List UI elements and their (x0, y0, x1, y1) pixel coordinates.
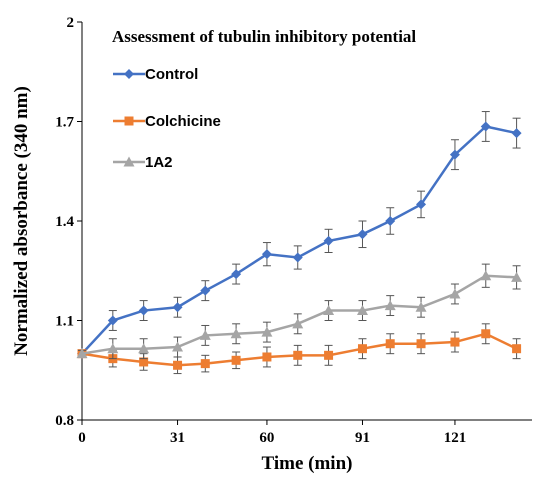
data-point-colchicine (512, 344, 522, 354)
legend-item-colchicine: Colchicine (113, 113, 221, 130)
x-axis-title: Time (min) (262, 453, 353, 474)
data-point-colchicine (139, 357, 149, 367)
legend-label: Colchicine (145, 113, 221, 130)
data-point-control (138, 305, 149, 316)
data-point-colchicine (231, 355, 241, 365)
data-point-control (449, 149, 460, 160)
data-point-control (261, 249, 272, 260)
data-point-1a2 (76, 348, 88, 359)
data-point-1a2 (415, 301, 427, 312)
data-point-colchicine (200, 359, 210, 369)
legend-marker (123, 156, 135, 167)
legend-item-control: Control (113, 66, 198, 83)
y-tick-label: 2 (67, 15, 75, 31)
data-point-control (323, 235, 334, 246)
data-point-1a2 (384, 300, 396, 311)
tick-marks: 0.8 1.1 1.4 1.7 2 0 31 60 91 121 (55, 15, 466, 446)
data-point-control (231, 269, 242, 280)
y-tick-label: 1.7 (55, 115, 74, 131)
data-point-1a2 (356, 305, 368, 316)
data-point-1a2 (261, 326, 273, 337)
data-point-control (200, 285, 211, 296)
y-axis-title: Normalized absorbance (340 nm) (11, 86, 32, 356)
x-tick-label: 91 (355, 430, 370, 446)
data-point-control (172, 302, 183, 313)
data-point-1a2 (230, 328, 242, 339)
data-point-colchicine (262, 352, 272, 362)
legend-marker (124, 116, 134, 126)
data-point-colchicine (416, 339, 426, 349)
data-point-colchicine (385, 339, 395, 349)
legend: Control Colchicine 1A2 (113, 66, 221, 171)
legend-label: Control (145, 66, 198, 83)
chart-title: Assessment of tubulin inhibitory potenti… (112, 27, 416, 46)
data-point-control (107, 315, 118, 326)
data-point-colchicine (324, 350, 334, 360)
data-point-1a2 (292, 318, 304, 329)
data-point-colchicine (173, 360, 183, 370)
x-tick-label: 31 (170, 430, 185, 446)
data-point-colchicine (450, 337, 460, 347)
series-1a2 (76, 263, 523, 360)
x-tick-label: 121 (444, 430, 467, 446)
data-point-1a2 (199, 329, 211, 340)
data-point-control (480, 121, 491, 132)
y-tick-label: 1.1 (55, 314, 74, 330)
y-tick-label: 1.4 (55, 214, 74, 230)
data-point-1a2 (138, 343, 150, 354)
data-point-control (416, 199, 427, 210)
data-point-1a2 (480, 270, 492, 281)
data-point-colchicine (357, 344, 367, 354)
data-point-1a2 (323, 305, 335, 316)
data-point-1a2 (449, 288, 461, 299)
data-point-control (292, 252, 303, 263)
y-tick-label: 0.8 (55, 413, 74, 429)
data-point-control (511, 128, 522, 139)
data-point-1a2 (511, 271, 523, 282)
legend-item-1a2: 1A2 (113, 154, 173, 171)
data-point-control (357, 229, 368, 240)
data-point-1a2 (172, 341, 184, 352)
legend-label: 1A2 (145, 154, 173, 171)
data-point-colchicine (293, 350, 303, 360)
series-layer (76, 111, 523, 375)
data-point-colchicine (481, 329, 491, 339)
x-tick-label: 0 (78, 430, 86, 446)
data-point-1a2 (107, 343, 119, 354)
legend-marker (124, 69, 134, 79)
series-colchicine (77, 323, 522, 375)
x-tick-label: 60 (259, 430, 274, 446)
data-point-control (385, 216, 396, 226)
